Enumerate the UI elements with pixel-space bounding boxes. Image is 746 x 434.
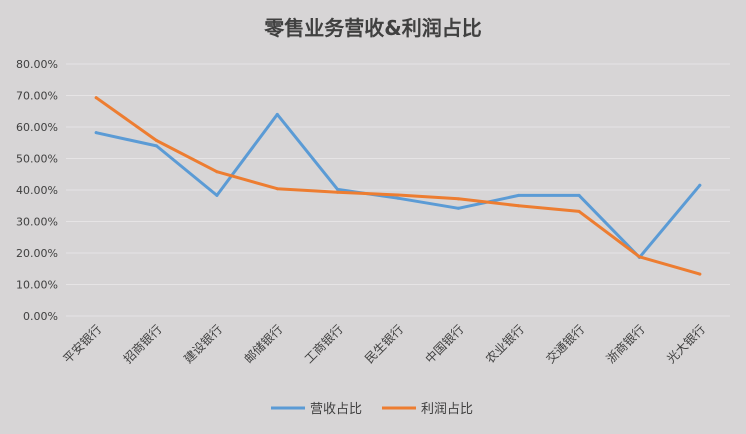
legend: 营收占比 利润占比	[271, 402, 473, 417]
y-tick-label: 30.00%	[16, 216, 58, 229]
data-point	[215, 193, 219, 197]
x-axis-category-labels: 平安银行 招商银行 建设银行 邮储银行 工商银行 民生银行 中国银行 农业银行 交通银行 浙商银行…	[60, 322, 708, 367]
gridlines	[66, 63, 730, 317]
data-point	[637, 255, 641, 259]
data-point	[275, 112, 279, 116]
x-tick-label: 交通银行	[543, 322, 588, 367]
x-tick-label: 浙商银行	[603, 322, 648, 367]
x-tick-label: 工商银行	[301, 322, 346, 367]
y-axis-ticks: 0.00% 10.00% 20.00% 30.00% 40.00% 50.00% 60.00…	[16, 58, 58, 323]
data-point	[396, 193, 400, 197]
data-point	[577, 193, 581, 197]
data-point	[456, 206, 460, 210]
series-line-2	[94, 96, 702, 276]
data-point	[336, 190, 340, 194]
data-point	[396, 196, 400, 200]
y-tick-label: 10.00%	[16, 279, 58, 292]
data-point	[517, 193, 521, 197]
data-point	[155, 139, 159, 143]
x-tick-label: 光大银行	[664, 322, 708, 366]
x-tick-label: 邮储银行	[241, 322, 286, 367]
data-point	[94, 131, 98, 135]
data-point	[456, 197, 460, 201]
x-tick-label: 建设银行	[181, 322, 225, 366]
series-line-1	[94, 112, 702, 259]
x-tick-label: 平安银行	[60, 322, 105, 367]
data-point	[698, 272, 702, 276]
data-point	[215, 170, 219, 174]
y-tick-label: 40.00%	[16, 184, 58, 197]
data-point	[336, 187, 340, 191]
data-point	[94, 96, 98, 100]
data-point	[698, 183, 702, 187]
x-tick-label: 民生银行	[362, 322, 406, 366]
data-point	[275, 187, 279, 191]
data-point	[517, 204, 521, 208]
y-tick-label: 20.00%	[16, 247, 58, 260]
y-tick-label: 80.00%	[16, 58, 58, 71]
x-tick-label: 农业银行	[483, 322, 527, 366]
series-lines	[94, 96, 702, 276]
chart-title: 零售业务营收&利润占比	[263, 16, 481, 40]
legend-label: 利润占比	[421, 402, 473, 417]
y-tick-label: 60.00%	[16, 121, 58, 134]
x-tick-label: 中国银行	[422, 322, 467, 367]
x-tick-label: 招商银行	[120, 322, 165, 367]
y-tick-label: 50.00%	[16, 153, 58, 166]
y-tick-label: 0.00%	[23, 310, 58, 323]
data-point	[155, 144, 159, 148]
y-tick-label: 70.00%	[16, 90, 58, 103]
data-point	[577, 209, 581, 213]
legend-label: 营收占比	[310, 402, 362, 417]
